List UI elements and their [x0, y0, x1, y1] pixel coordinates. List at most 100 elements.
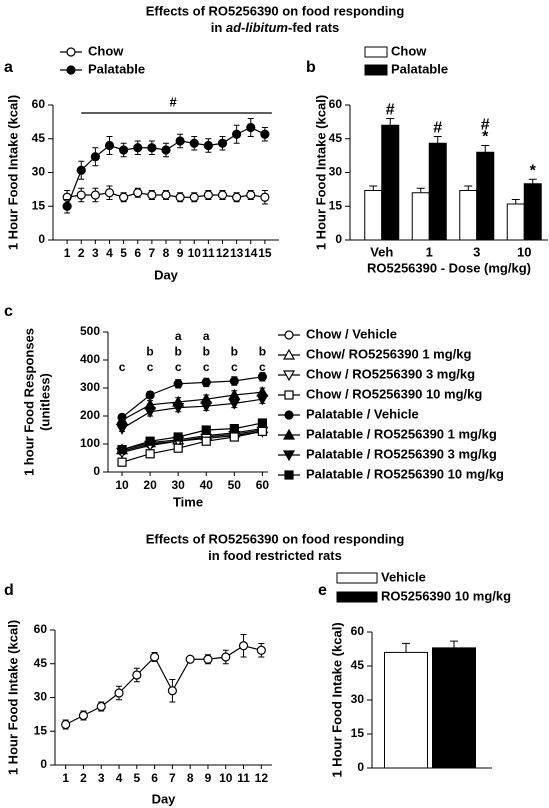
marker [145, 436, 155, 446]
marker [217, 190, 228, 200]
legend-label: Palatable [88, 61, 145, 76]
marker [256, 645, 266, 655]
x-tick-label: 6 [134, 246, 141, 260]
series-line [121, 430, 263, 453]
marker [201, 425, 211, 435]
y-tick-label: 30 [329, 165, 343, 179]
marker [189, 192, 199, 202]
legend-marker [66, 65, 76, 75]
x-tick-label: 20 [143, 478, 157, 492]
bar [384, 651, 428, 769]
marker [257, 418, 267, 428]
marker [161, 145, 171, 155]
x-tick-label: 5 [120, 246, 127, 260]
figure-title: in food restricted rats [208, 548, 342, 563]
legend-label: Chow / Vehicle [306, 326, 397, 341]
bar [364, 190, 383, 241]
legend-label: Chow/ RO5256390 1 mg/kg [306, 346, 472, 361]
panel-letter: a [4, 59, 13, 76]
y-tick-label: 100 [80, 436, 100, 450]
series-line [121, 430, 263, 463]
panel-letter: b [306, 59, 316, 76]
marker [256, 394, 269, 406]
legend-label: Chow [391, 43, 427, 58]
marker [104, 188, 115, 198]
figure-title: Effects of RO5256390 on food responding [146, 3, 405, 18]
marker [229, 432, 239, 442]
marker [144, 407, 157, 419]
y-axis-label: (unitless) [37, 373, 52, 431]
annotation: c [231, 360, 238, 374]
marker [203, 190, 213, 200]
marker [104, 140, 115, 151]
x-axis-label: Day [154, 267, 179, 282]
annotation: b [175, 345, 182, 359]
marker [133, 188, 143, 198]
annotation: c [175, 360, 182, 374]
annotation: b [146, 345, 153, 359]
y-tick-label: 0 [40, 757, 47, 771]
marker [116, 424, 129, 435]
x-tick-label: 15 [258, 246, 272, 260]
annotation: c [203, 360, 210, 374]
marker [147, 190, 157, 200]
legend-marker [284, 390, 294, 400]
marker [76, 190, 86, 200]
marker [90, 190, 100, 200]
x-tick-label: 3 [92, 246, 99, 260]
legend-label: Chow / RO5256390 10 mg/kg [306, 386, 482, 401]
y-tick-label: 45 [34, 656, 48, 670]
y-tick-label: 15 [32, 198, 46, 212]
y-tick-label: 400 [80, 352, 100, 366]
marker [185, 654, 195, 664]
legend-label: Chow [88, 43, 124, 58]
y-tick-label: 15 [34, 723, 48, 737]
annotation: b [203, 345, 210, 359]
error-bar [369, 185, 378, 191]
y-axis-label: 1 Hour Food Intake (kcal) [5, 620, 20, 775]
marker [172, 403, 185, 414]
marker [246, 122, 256, 133]
x-tick-label: 7 [169, 771, 176, 785]
marker [62, 201, 72, 211]
series-line [121, 422, 263, 451]
x-tick-label: 10 [188, 246, 202, 260]
legend-label: Palatable / Vehicle [306, 406, 419, 421]
x-tick-label: 1 [426, 244, 433, 259]
y-tick-label: 0 [93, 464, 100, 478]
marker [119, 192, 129, 202]
x-tick-label: 9 [205, 771, 212, 785]
y-tick-label: 0 [335, 232, 342, 246]
error-bar [433, 136, 442, 144]
marker [133, 143, 143, 153]
bar [381, 124, 400, 241]
x-tick-label: 11 [202, 246, 215, 260]
y-tick-label: 45 [329, 131, 343, 145]
marker [117, 457, 127, 467]
legend-marker [282, 348, 296, 360]
y-tick-label: 0 [357, 760, 364, 774]
annotation: a [203, 329, 210, 343]
marker [260, 192, 270, 202]
marker [119, 145, 129, 155]
legend-label: Palatable / RO5256390 3 mg/kg [306, 446, 497, 461]
x-tick-label: 5 [133, 771, 140, 785]
y-axis-label: 1 Hour Food Intake (kcal) [5, 95, 20, 250]
annotation: c [119, 360, 126, 374]
marker [117, 445, 127, 455]
x-tick-label: 1 [64, 246, 71, 260]
marker [201, 436, 211, 446]
marker [145, 390, 155, 400]
x-tick-label: 4 [116, 771, 123, 785]
legend-marker [66, 47, 76, 57]
x-tick-label: 60 [256, 478, 270, 492]
y-tick-label: 45 [32, 131, 46, 145]
marker [96, 701, 106, 712]
x-tick-label: 8 [163, 246, 170, 260]
marker [228, 398, 241, 410]
bar [476, 151, 495, 241]
marker [238, 641, 249, 651]
x-tick-label: 1 [62, 771, 69, 785]
error-bar [416, 187, 425, 193]
marker [61, 719, 71, 730]
